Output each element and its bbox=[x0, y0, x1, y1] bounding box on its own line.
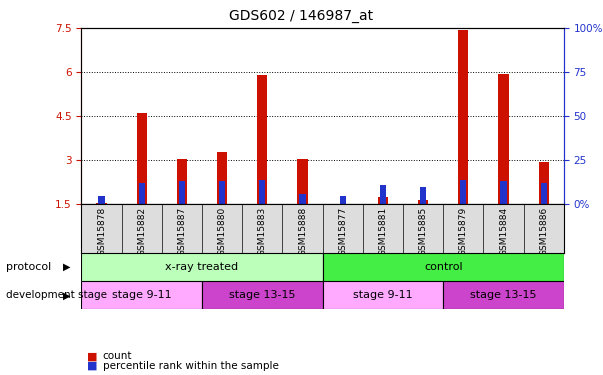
Text: GSM15879: GSM15879 bbox=[459, 207, 468, 256]
Text: GSM15883: GSM15883 bbox=[258, 207, 267, 256]
Bar bbox=[378, 197, 388, 204]
Bar bbox=[420, 187, 426, 204]
Text: ■: ■ bbox=[87, 361, 98, 370]
Text: GSM15887: GSM15887 bbox=[177, 207, 186, 256]
Bar bbox=[541, 183, 547, 204]
Text: control: control bbox=[424, 262, 463, 272]
Bar bbox=[460, 180, 466, 204]
Bar bbox=[137, 113, 147, 204]
Text: GSM15878: GSM15878 bbox=[97, 207, 106, 256]
Bar bbox=[96, 203, 107, 204]
Text: protocol: protocol bbox=[6, 262, 51, 272]
Bar bbox=[538, 162, 549, 204]
Text: GSM15877: GSM15877 bbox=[338, 207, 347, 256]
Bar bbox=[339, 196, 346, 204]
Text: GSM15884: GSM15884 bbox=[499, 207, 508, 256]
Bar bbox=[297, 159, 308, 204]
Text: percentile rank within the sample: percentile rank within the sample bbox=[103, 361, 279, 370]
Text: stage 9-11: stage 9-11 bbox=[353, 290, 412, 300]
Text: development stage: development stage bbox=[6, 290, 107, 300]
Bar bbox=[202, 281, 323, 309]
Bar bbox=[139, 183, 145, 204]
Text: GSM15888: GSM15888 bbox=[298, 207, 307, 256]
Text: ■: ■ bbox=[87, 351, 98, 361]
Text: GSM15881: GSM15881 bbox=[379, 207, 387, 256]
Text: stage 9-11: stage 9-11 bbox=[112, 290, 171, 300]
Text: stage 13-15: stage 13-15 bbox=[229, 290, 295, 300]
Bar bbox=[217, 152, 227, 204]
Text: GSM15885: GSM15885 bbox=[418, 207, 428, 256]
Bar bbox=[177, 159, 187, 204]
Text: count: count bbox=[103, 351, 132, 361]
Bar bbox=[380, 185, 386, 204]
Text: ▶: ▶ bbox=[63, 290, 70, 300]
Bar bbox=[81, 253, 323, 281]
Bar bbox=[418, 200, 428, 204]
Bar bbox=[443, 281, 564, 309]
Bar bbox=[259, 180, 265, 204]
Text: x-ray treated: x-ray treated bbox=[165, 262, 239, 272]
Bar bbox=[257, 75, 267, 204]
Bar bbox=[98, 196, 104, 204]
Bar bbox=[81, 281, 202, 309]
Text: GSM15880: GSM15880 bbox=[218, 207, 227, 256]
Bar bbox=[458, 30, 469, 204]
Text: ▶: ▶ bbox=[63, 262, 70, 272]
Text: stage 13-15: stage 13-15 bbox=[470, 290, 537, 300]
Bar bbox=[300, 194, 306, 204]
Bar bbox=[323, 281, 443, 309]
Bar bbox=[323, 253, 564, 281]
Text: GSM15882: GSM15882 bbox=[137, 207, 146, 256]
Bar bbox=[500, 182, 507, 204]
Bar bbox=[219, 182, 225, 204]
Text: GDS602 / 146987_at: GDS602 / 146987_at bbox=[229, 9, 374, 23]
Bar bbox=[499, 74, 508, 204]
Text: GSM15886: GSM15886 bbox=[539, 207, 548, 256]
Bar bbox=[179, 182, 185, 204]
